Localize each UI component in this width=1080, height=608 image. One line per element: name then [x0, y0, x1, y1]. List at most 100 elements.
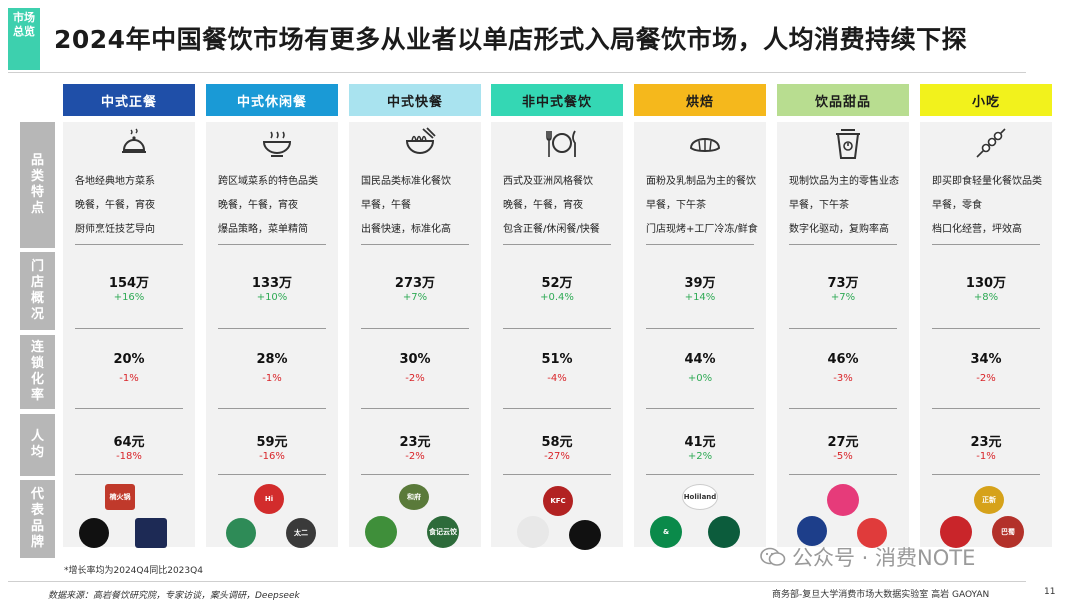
meal-times: 晚餐，午餐，宵夜 [75, 200, 155, 211]
fork-knife-icon [546, 130, 576, 157]
category-desc: 国民品类标准化餐饮 [361, 176, 451, 187]
divider [789, 408, 897, 409]
chain-rate: 51% [541, 352, 573, 367]
divider [503, 408, 611, 409]
store-growth: +10% [256, 292, 288, 303]
per-capita-spend: 41元 [684, 435, 716, 450]
brand-logo: Hi [254, 484, 284, 514]
data-source: 数据来源：高岩餐饮研究院，专家访谈，案头调研，Deepseek [48, 591, 300, 601]
divider [361, 474, 469, 475]
store-count: 39万 [684, 276, 716, 291]
divider [789, 474, 897, 475]
store-growth: +7% [830, 292, 856, 303]
divider [503, 328, 611, 329]
brand-logo: 太二 [286, 518, 316, 548]
meal-times: 早餐，午餐 [361, 200, 411, 211]
divider [75, 328, 183, 329]
category-trait: 厨师烹饪技艺导向 [75, 224, 155, 235]
brand-logo: 巴蜀 [992, 516, 1024, 548]
brand-logo [135, 518, 167, 548]
per-capita-spend: 23元 [399, 435, 431, 450]
category-trait: 出餐快速，标准化高 [361, 224, 451, 235]
per-capita-spend: 58元 [541, 435, 573, 450]
store-count: 273万 [394, 276, 436, 291]
divider [932, 474, 1040, 475]
per-capita-change: -27% [544, 451, 570, 462]
column-2: 中式休闲餐 跨区域菜系的特色品类 晚餐，午餐，宵夜 爆品策略，菜单精简 133万… [206, 84, 338, 548]
column-header: 非中式餐饮 [491, 84, 623, 116]
store-growth: +8% [973, 292, 999, 303]
category-trait: 包含正餐/休闲餐/快餐 [503, 224, 600, 235]
chain-rate: 34% [970, 352, 1002, 367]
category-desc: 现制饮品为主的零售业态 [789, 176, 899, 187]
column-header: 中式快餐 [349, 84, 481, 116]
brand-logo: Holiland [682, 484, 718, 510]
divider [218, 328, 326, 329]
divider [646, 408, 754, 409]
divider [218, 244, 326, 245]
brand-logo [226, 518, 256, 548]
column-header: 中式休闲餐 [206, 84, 338, 116]
chain-rate-change: -2% [405, 373, 425, 384]
brand-logo: 正新 [974, 486, 1004, 514]
store-count: 52万 [541, 276, 573, 291]
brand-logo: KFC [543, 486, 573, 516]
brand-logo: 和府 [399, 484, 429, 510]
row-label-brands: 代表品牌 [20, 480, 55, 558]
per-capita-spend: 59元 [256, 435, 288, 450]
divider [646, 328, 754, 329]
category-desc: 跨区域菜系的特色品类 [218, 176, 318, 187]
column-header: 烘焙 [634, 84, 766, 116]
store-count: 154万 [108, 276, 150, 291]
meal-times: 早餐，下午茶 [789, 200, 849, 211]
divider [361, 244, 469, 245]
category-trait: 数字化驱动，复购率高 [789, 224, 889, 235]
divider [361, 328, 469, 329]
per-capita-change: +2% [687, 451, 713, 462]
divider [789, 244, 897, 245]
per-capita-change: -16% [259, 451, 285, 462]
section-tag: 市场 总览 [8, 8, 40, 70]
brand-logo [517, 516, 549, 548]
croissant-icon [689, 138, 721, 152]
noodle-bowl-icon [405, 127, 436, 154]
brand-logo: 楠火锅 [105, 484, 135, 510]
column-3: 中式快餐 国民品类标准化餐饮 早餐，午餐 出餐快速，标准化高 273万 +7% … [349, 84, 481, 548]
chain-rate-change: +0% [687, 373, 713, 384]
column-body: 国民品类标准化餐饮 早餐，午餐 出餐快速，标准化高 273万 +7% 30% -… [349, 122, 481, 548]
brand-logo [365, 516, 397, 548]
divider [932, 328, 1040, 329]
footnote: *增长率均为2024Q4同比2023Q4 [64, 566, 203, 576]
chain-rate: 20% [113, 352, 145, 367]
chain-rate: 28% [256, 352, 288, 367]
page-title: 2024年中国餐饮市场有更多从业者以单店形式入局餐饮市场，人均消费持续下探 [54, 25, 968, 54]
drink-cup-icon [836, 129, 860, 159]
per-capita-spend: 27元 [827, 435, 859, 450]
meal-times: 晚餐，午餐，宵夜 [218, 200, 298, 211]
category-desc: 面粉及乳制品为主的餐饮 [646, 176, 756, 187]
row-label-stores: 门店概况 [20, 252, 55, 330]
brand-logo [708, 516, 740, 548]
column-5: 烘焙 面粉及乳制品为主的餐饮 早餐，下午茶 门店现烤+工厂冷冻/鲜食 39万 +… [634, 84, 766, 548]
column-1: 中式正餐 各地经典地方菜系 晚餐，午餐，宵夜 厨师烹饪技艺导向 154万 +16… [63, 84, 195, 548]
column-body: 面粉及乳制品为主的餐饮 早餐，下午茶 门店现烤+工厂冷冻/鲜食 39万 +14%… [634, 122, 766, 548]
row-label-category: 品类特点 [20, 122, 55, 248]
chain-rate-change: -3% [833, 373, 853, 384]
category-desc: 即买即食轻量化餐饮品类 [932, 176, 1042, 187]
chain-rate: 44% [684, 352, 716, 367]
per-capita-change: -1% [976, 451, 996, 462]
column-header: 饮品甜品 [777, 84, 909, 116]
brand-logo [797, 516, 827, 546]
column-body: 西式及亚洲风格餐饮 晚餐，午餐，宵夜 包含正餐/休闲餐/快餐 52万 +0.4%… [491, 122, 623, 550]
column-header: 小吃 [920, 84, 1052, 116]
column-6: 饮品甜品 现制饮品为主的零售业态 早餐，下午茶 数字化驱动，复购率高 73万 +… [777, 84, 909, 548]
row-label-chain: 连锁化率 [20, 335, 55, 409]
column-4: 非中式餐饮 西式及亚洲风格餐饮 晚餐，午餐，宵夜 包含正餐/休闲餐/快餐 52万… [491, 84, 623, 550]
divider [503, 474, 611, 475]
category-desc: 西式及亚洲风格餐饮 [503, 176, 593, 187]
brand-logo: & [650, 516, 682, 548]
column-body: 跨区域菜系的特色品类 晚餐，午餐，宵夜 爆品策略，菜单精简 133万 +10% … [206, 122, 338, 548]
meal-times: 早餐，下午茶 [646, 200, 706, 211]
store-growth: +16% [113, 292, 145, 303]
category-trait: 爆品策略，菜单精简 [218, 224, 308, 235]
